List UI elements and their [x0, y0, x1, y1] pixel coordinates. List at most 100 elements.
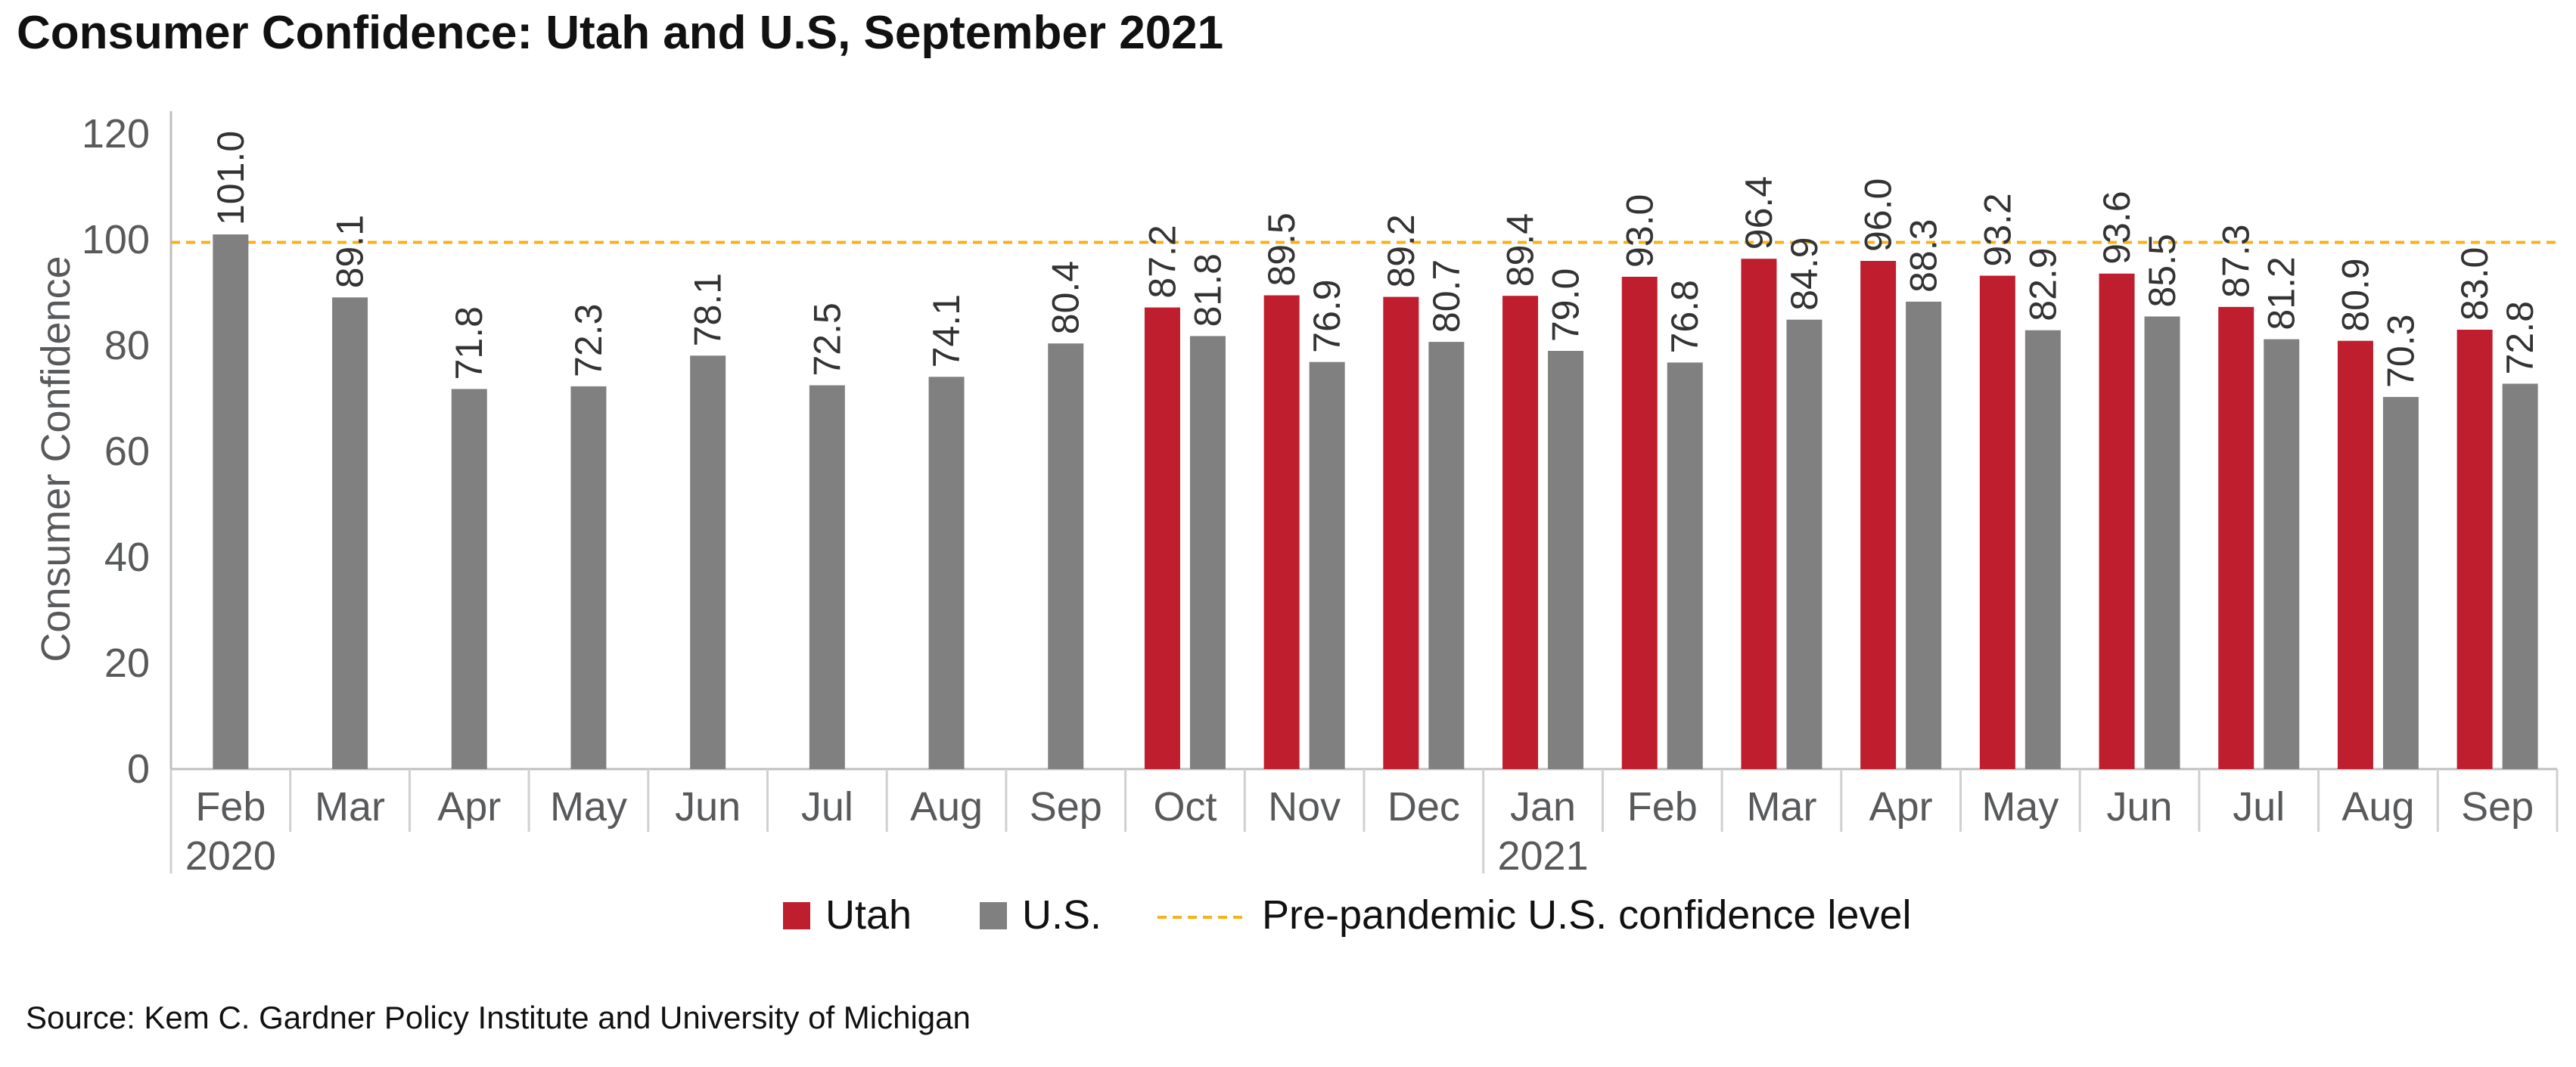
- data-label: 89.2: [1380, 214, 1422, 287]
- bar-utah: [1502, 296, 1539, 769]
- bar-utah: [1741, 259, 1777, 769]
- x-tick-label: Jul: [801, 784, 853, 830]
- legend: Utah U.S. Pre-pandemic U.S. confidence lev…: [783, 892, 1911, 938]
- bar-us: [570, 386, 607, 769]
- bar-utah: [1383, 296, 1419, 770]
- data-label: 87.2: [1141, 225, 1183, 298]
- data-label: 76.8: [1664, 280, 1706, 353]
- y-tick-label: 0: [127, 746, 150, 792]
- bar-us: [928, 377, 965, 769]
- y-tick-label: 60: [104, 429, 150, 474]
- bar-utah: [2099, 273, 2135, 769]
- bar-us: [332, 297, 368, 769]
- data-labels: 101.089.171.8 72.3 78.1 72.5 74.1 80.4 87.2 81.…: [210, 131, 2541, 388]
- x-year-label: 2020: [185, 833, 276, 879]
- x-tick-label: Jul: [2233, 784, 2285, 830]
- data-label: 101.0: [210, 131, 252, 225]
- data-label: 71.8: [448, 306, 490, 380]
- bar-utah: [1263, 295, 1300, 769]
- x-tick-label: Dec: [1387, 784, 1460, 830]
- data-label: 72.8: [2499, 301, 2541, 374]
- bar-us: [1189, 336, 1226, 769]
- x-year-label: 2021: [1497, 833, 1588, 879]
- bar-utah: [1860, 261, 1897, 769]
- y-tick-label: 120: [82, 111, 150, 157]
- bar-us: [690, 355, 726, 769]
- data-label: 78.1: [687, 273, 729, 346]
- bar-utah: [2337, 340, 2373, 769]
- bar-us: [2024, 330, 2061, 769]
- data-label: 84.9: [1783, 237, 1826, 310]
- data-label: 89.4: [1499, 213, 1542, 287]
- bar-us: [809, 385, 845, 769]
- bar-utah: [2218, 306, 2254, 769]
- bars: [213, 234, 2538, 770]
- bar-us: [2144, 316, 2180, 769]
- data-label: 79.0: [1545, 268, 1587, 342]
- y-tick-label: 40: [104, 535, 150, 580]
- bar-us: [1309, 361, 1345, 769]
- bar-us: [1048, 343, 1084, 769]
- data-label: 89.1: [329, 215, 371, 288]
- data-label: 83.0: [2453, 247, 2496, 321]
- data-label: 81.8: [1186, 253, 1229, 327]
- bar-utah: [2456, 330, 2493, 769]
- chart-title: Consumer Confidence: Utah and U.S, Septe…: [17, 7, 1224, 59]
- data-label: 80.7: [1425, 259, 1468, 333]
- y-axis-title: Consumer Confidence: [33, 256, 79, 662]
- x-tick-label: Nov: [1268, 784, 1341, 830]
- bar-us: [1906, 301, 1942, 769]
- x-tick-label: Feb: [1627, 784, 1698, 830]
- data-label: 85.5: [2141, 234, 2183, 307]
- data-label: 93.6: [2096, 191, 2138, 264]
- legend-label: Utah: [825, 892, 912, 938]
- bar-us: [2502, 383, 2538, 769]
- data-label: 81.2: [2261, 256, 2303, 330]
- y-tick-label: 100: [82, 217, 150, 262]
- data-label: 88.3: [1903, 219, 1945, 293]
- bar-utah: [1144, 307, 1180, 770]
- bar-us: [1428, 342, 1465, 770]
- data-label: 74.1: [925, 294, 968, 368]
- y-tick-label: 80: [104, 323, 150, 368]
- x-tick-label: Mar: [315, 784, 385, 830]
- data-label: 87.3: [2215, 225, 2257, 298]
- data-label: 70.3: [2379, 315, 2422, 388]
- data-label: 82.9: [2021, 247, 2064, 321]
- bar-us: [1786, 319, 1822, 769]
- bar-us: [2382, 396, 2419, 769]
- data-label: 93.2: [1976, 193, 2018, 266]
- bar-us: [213, 234, 249, 769]
- x-tick-label: Jun: [675, 784, 741, 830]
- legend-label: Pre-pandemic U.S. confidence level: [1262, 892, 1911, 938]
- bar-us: [451, 389, 487, 769]
- source-note: Source: Kem C. Gardner Policy Institute …: [26, 1000, 971, 1035]
- legend-swatch: [783, 902, 810, 929]
- bar-utah: [1979, 275, 2015, 770]
- data-label: 76.9: [1306, 279, 1348, 352]
- bar-utah: [1621, 277, 1658, 769]
- x-tick-label: May: [550, 784, 627, 830]
- x-tick-label: Jan: [1510, 784, 1576, 830]
- data-label: 89.5: [1260, 212, 1303, 286]
- data-label: 80.4: [1045, 261, 1087, 334]
- data-label: 72.5: [806, 302, 848, 376]
- x-tick-label: Feb: [195, 784, 266, 830]
- x-tick-label: Apr: [1869, 784, 1933, 830]
- data-label: 96.0: [1857, 178, 1900, 252]
- x-tick-label: Oct: [1153, 784, 1217, 830]
- x-tick-label: Apr: [437, 784, 501, 830]
- x-tick-label: Jun: [2107, 784, 2173, 830]
- x-tick-label: Aug: [2341, 784, 2414, 830]
- x-tick-label: Aug: [910, 784, 983, 830]
- legend-label: U.S.: [1022, 892, 1102, 938]
- data-label: 72.3: [567, 304, 610, 377]
- data-label: 96.4: [1738, 176, 1780, 250]
- data-label: 80.9: [2334, 258, 2376, 331]
- y-tick-label: 20: [104, 641, 150, 686]
- data-label: 93.0: [1618, 194, 1661, 268]
- x-tick-label: May: [1981, 784, 2059, 830]
- x-tick-label: Sep: [1030, 784, 1102, 830]
